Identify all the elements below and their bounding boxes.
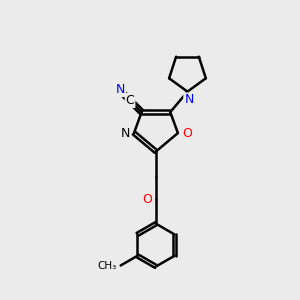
Text: N: N xyxy=(184,93,194,106)
Text: CH₃: CH₃ xyxy=(98,261,117,271)
Text: C: C xyxy=(126,94,134,107)
Text: N: N xyxy=(120,127,130,140)
Text: O: O xyxy=(182,127,192,140)
Text: N: N xyxy=(116,83,125,96)
Text: O: O xyxy=(142,193,152,206)
